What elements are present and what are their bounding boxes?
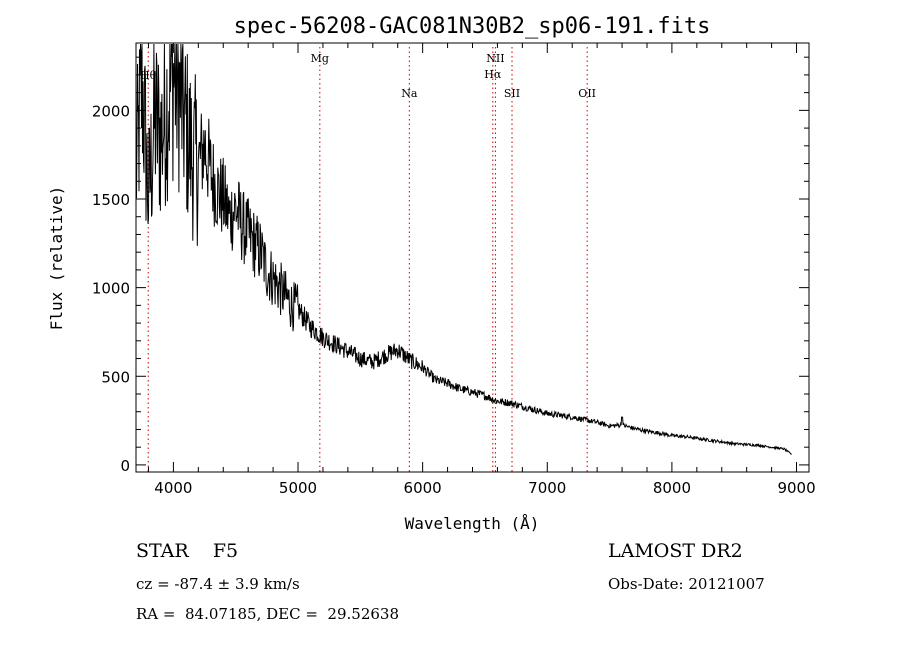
y-axis-label: Flux (relative) xyxy=(47,186,66,331)
x-tick-label: 6000 xyxy=(404,479,442,497)
survey-name: LAMOST DR2 xyxy=(608,540,743,562)
spectral-line-label: Mg xyxy=(311,52,329,65)
observation-date: Obs-Date: 20121007 xyxy=(608,575,765,593)
axis-tick-labels: 4000 5000 6000 7000 8000 9000 0 500 1000 1500 2000 xyxy=(92,102,816,497)
x-axis-label: Wavelength (Å) xyxy=(405,514,540,533)
spectral-line-label: NII xyxy=(486,52,504,65)
object-class: STAR F5 xyxy=(136,540,239,562)
y-tick-label: 1000 xyxy=(92,280,130,298)
y-tick-label: 2000 xyxy=(92,102,130,120)
chart-title: spec-56208-GAC081N30B2_sp06-191.fits xyxy=(234,14,711,39)
x-tick-label: 8000 xyxy=(653,479,691,497)
spectral-line-label: SII xyxy=(504,87,520,100)
x-tick-label: 4000 xyxy=(154,479,192,497)
ra-dec: RA = 84.07185, DEC = 29.52638 xyxy=(136,605,400,623)
redshift-cz: cz = -87.4 ± 3.9 km/s xyxy=(136,575,300,593)
x-tick-label: 5000 xyxy=(279,479,317,497)
spectral-line-label: OII xyxy=(578,87,596,100)
spectral-line-label: Hα xyxy=(484,68,502,81)
y-tick-label: 500 xyxy=(101,368,130,386)
y-tick-label: 0 xyxy=(120,457,130,475)
x-tick-label: 7000 xyxy=(528,479,566,497)
spectral-line-label: Na xyxy=(401,87,418,100)
axis-ticks xyxy=(136,43,809,472)
plot-frame xyxy=(135,42,810,473)
spectrum-line xyxy=(135,43,792,455)
y-tick-label: 1500 xyxy=(92,191,130,209)
x-tick-label: 9000 xyxy=(777,479,815,497)
